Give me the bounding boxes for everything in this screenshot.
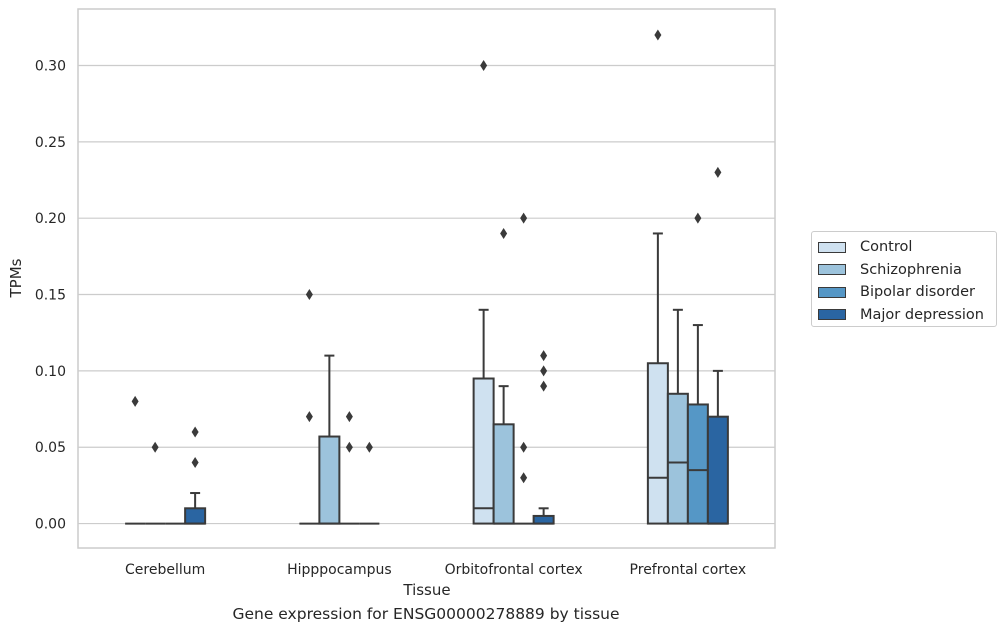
- box-body: [666, 392, 689, 525]
- box-3-0: [646, 29, 669, 525]
- box-body: [686, 403, 709, 525]
- outlier-point: [131, 395, 139, 407]
- box-3-3: [706, 166, 729, 525]
- y-tick-label: 0.10: [35, 364, 66, 380]
- legend: Control Schizophrenia Bipolar disorder Majo…: [811, 231, 997, 327]
- legend-swatch: [818, 286, 846, 298]
- legend-swatch: [818, 264, 846, 276]
- box-0-1: [145, 441, 166, 525]
- plot-frame: [77, 8, 776, 549]
- outlier-point: [520, 441, 528, 453]
- legend-item: Bipolar disorder: [818, 281, 990, 304]
- box-0-0: [125, 395, 146, 525]
- outlier-point: [540, 365, 548, 377]
- outlier-point: [191, 426, 199, 438]
- box-1-2: [339, 411, 360, 525]
- y-tick-label: 0.00: [35, 517, 66, 533]
- gridlines: [78, 64, 775, 525]
- x-tick-label: Orbitofrontal cortex: [445, 562, 583, 578]
- box-2-1: [492, 227, 515, 525]
- legend-label: Schizophrenia: [860, 261, 962, 278]
- box-2-2: [513, 212, 534, 525]
- box-2-0: [472, 59, 495, 525]
- x-tick-label: Cerebellum: [125, 562, 205, 578]
- box-series: [125, 29, 729, 525]
- box-body: [318, 435, 341, 525]
- x-axis-label: Tissue: [402, 581, 450, 599]
- legend-item: Control: [818, 236, 990, 259]
- y-tick-label: 0.25: [35, 135, 66, 151]
- outlier-point: [500, 227, 508, 239]
- outlier-point: [305, 289, 313, 301]
- box-body: [646, 362, 669, 525]
- outlier-point: [520, 472, 528, 484]
- x-tick-label: Prefrontal cortex: [630, 562, 747, 578]
- outlier-point: [191, 456, 199, 468]
- box-body: [184, 507, 207, 525]
- outlier-point: [714, 166, 722, 178]
- outlier-point: [305, 411, 313, 423]
- legend-label: Bipolar disorder: [860, 284, 975, 301]
- outlier-point: [345, 441, 353, 453]
- legend-item: Major depression: [818, 304, 990, 327]
- chart-caption: Gene expression for ENSG00000278889 by t…: [232, 605, 620, 623]
- legend-swatch: [818, 309, 846, 321]
- outlier-point: [540, 380, 548, 392]
- y-tick-label: 0.05: [35, 440, 66, 456]
- box-body: [472, 377, 495, 525]
- box-body: [532, 514, 555, 525]
- box-1-0: [299, 289, 320, 525]
- legend-item: Schizophrenia: [818, 259, 990, 282]
- outlier-point: [151, 441, 159, 453]
- box-body: [492, 423, 515, 525]
- y-tick-label: 0.15: [35, 288, 66, 304]
- box-3-2: [686, 212, 709, 525]
- y-axis-label: TPMs: [7, 258, 25, 298]
- outlier-point: [480, 59, 488, 71]
- y-tick-label: 0.20: [35, 211, 66, 227]
- box-0-3: [184, 426, 207, 525]
- y-tick-label: 0.30: [35, 58, 66, 74]
- box-2-3: [532, 350, 555, 525]
- outlier-point: [694, 212, 702, 224]
- outlier-point: [345, 411, 353, 423]
- outlier-point: [540, 350, 548, 362]
- legend-label: Major depression: [860, 306, 984, 323]
- outlier-point: [654, 29, 662, 41]
- box-1-3: [359, 441, 380, 525]
- legend-swatch: [818, 241, 846, 253]
- box-1-1: [318, 354, 341, 525]
- box-body: [706, 415, 729, 525]
- box-3-1: [666, 308, 689, 525]
- legend-label: Control: [860, 239, 913, 256]
- outlier-point: [520, 212, 528, 224]
- outlier-point: [365, 441, 373, 453]
- x-tick-label: Hipppocampus: [287, 562, 392, 578]
- y-tick-labels: 0.00 0.05 0.10 0.15 0.20 0.25 0.30: [35, 58, 66, 532]
- x-tick-labels: Cerebellum Hipppocampus Orbitofrontal cort…: [125, 562, 746, 578]
